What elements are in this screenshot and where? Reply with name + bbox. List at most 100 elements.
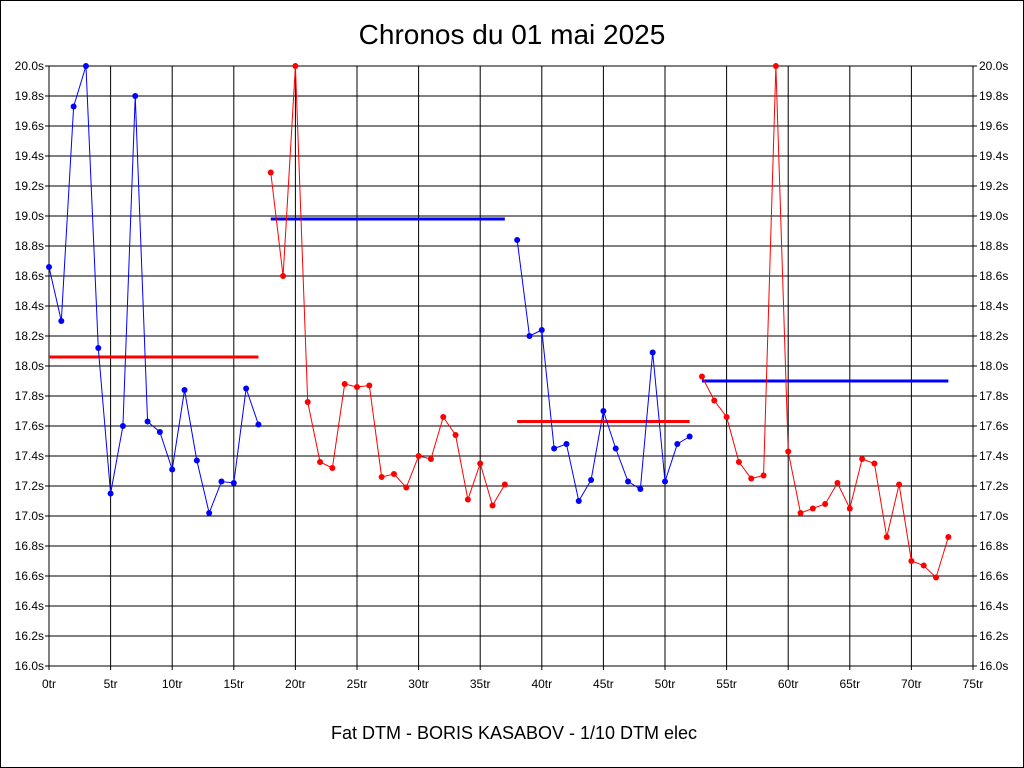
y-tick-label-left: 19.2s <box>15 179 44 193</box>
x-tick-label: 20tr <box>285 677 306 691</box>
series-4 <box>698 63 952 581</box>
chart-grid <box>45 65 977 670</box>
series-line <box>270 65 506 507</box>
data-point <box>218 478 225 485</box>
y-tick-label-left: 19.8s <box>15 89 44 103</box>
y-tick-label-left: 16.8s <box>15 539 44 553</box>
data-point <box>501 481 508 488</box>
data-point <box>193 457 200 464</box>
data-point <box>452 432 459 438</box>
data-point <box>723 414 730 420</box>
y-tick-label-left: 18.8s <box>15 239 44 253</box>
data-point <box>58 318 65 324</box>
data-point <box>255 421 262 428</box>
x-tick-label: 10tr <box>162 677 183 691</box>
y-tick-label-left: 18.2s <box>15 329 44 343</box>
x-tick-label: 40tr <box>531 677 552 691</box>
data-point <box>735 459 742 465</box>
data-point <box>329 465 336 471</box>
y-tick-label-left: 17.0s <box>15 509 44 523</box>
data-point <box>871 460 878 467</box>
series-3 <box>514 237 693 504</box>
y-tick-label-right: 18.2s <box>979 329 1008 343</box>
y-tick-label-right: 19.0s <box>979 209 1008 223</box>
y-tick-label-right: 18.0s <box>979 359 1008 373</box>
data-point <box>156 429 163 435</box>
data-point <box>230 480 237 486</box>
data-point <box>859 456 866 462</box>
y-tick-label-left: 16.4s <box>15 599 44 613</box>
y-tick-label-left: 16.0s <box>15 659 44 673</box>
y-tick-label-right: 17.2s <box>979 479 1008 493</box>
y-tick-label-right: 19.4s <box>979 149 1008 163</box>
data-point <box>711 397 718 404</box>
data-point <box>846 505 853 512</box>
y-tick-label-left: 16.2s <box>15 629 44 643</box>
data-point <box>563 441 570 447</box>
data-point <box>883 534 890 540</box>
data-point <box>267 169 274 176</box>
data-point <box>206 510 213 516</box>
y-tick-label-right: 17.4s <box>979 449 1008 463</box>
x-tick-label: 0tr <box>42 677 56 691</box>
x-tick-label: 70tr <box>901 677 922 691</box>
x-tick-label: 25tr <box>347 677 368 691</box>
y-tick-label-right: 16.2s <box>979 629 1008 643</box>
data-point <box>403 484 410 491</box>
series-group <box>46 63 952 581</box>
data-point <box>132 93 139 99</box>
data-point <box>181 387 188 393</box>
data-point <box>945 534 952 540</box>
data-point <box>366 382 373 389</box>
data-point <box>662 478 668 485</box>
x-tick-label: 65tr <box>839 677 860 691</box>
data-point <box>243 385 250 392</box>
x-tick-label: 45tr <box>593 677 614 691</box>
y-tick-label-left: 18.6s <box>15 269 44 283</box>
y-tick-label-left: 19.0s <box>15 209 44 223</box>
y-tick-label-right: 18.6s <box>979 269 1008 283</box>
y-tick-label-right: 19.6s <box>979 119 1008 133</box>
data-point <box>144 418 151 425</box>
y-tick-label-right: 19.2s <box>979 179 1008 193</box>
data-point <box>600 408 607 414</box>
data-point <box>304 399 311 405</box>
y-tick-label-right: 17.0s <box>979 509 1008 523</box>
data-point <box>674 441 681 447</box>
data-point <box>698 373 705 380</box>
data-point <box>772 63 779 69</box>
data-point <box>107 490 114 497</box>
data-point <box>538 327 545 333</box>
data-point <box>477 460 484 467</box>
chart-title: Chronos du 01 mai 2025 <box>359 19 666 50</box>
data-point <box>317 459 324 465</box>
x-tick-label: 15tr <box>223 677 244 691</box>
y-tick-label-left: 18.4s <box>15 299 44 313</box>
data-point <box>809 505 816 512</box>
data-point <box>908 558 915 564</box>
y-tick-label-left: 17.4s <box>15 449 44 463</box>
series-2 <box>267 63 508 509</box>
y-tick-label-left: 17.6s <box>15 419 44 433</box>
data-point <box>933 574 940 581</box>
data-point <box>785 448 792 455</box>
y-tick-label-right: 18.8s <box>979 239 1008 253</box>
data-point <box>575 498 582 504</box>
data-point <box>427 456 434 462</box>
data-point <box>920 562 927 569</box>
y-tick-label-left: 19.6s <box>15 119 44 133</box>
y-tick-label-left: 20.0s <box>15 59 44 73</box>
y-tick-label-left: 18.0s <box>15 359 44 373</box>
data-point <box>292 63 299 69</box>
chart-footer: Fat DTM - BORIS KASABOV - 1/10 DTM elec <box>331 723 697 743</box>
data-point <box>551 445 558 452</box>
data-point <box>637 486 644 492</box>
data-point <box>390 471 397 477</box>
data-point <box>822 501 829 507</box>
x-tick-label: 60tr <box>778 677 799 691</box>
y-axis-ticks: 16.0s 16.0s 16.2s 16.2s 16.4s 16.4s 16.6s 16.6s… <box>15 59 1009 673</box>
data-point <box>82 63 89 69</box>
data-point <box>415 453 422 459</box>
x-tick-label: 50tr <box>655 677 676 691</box>
